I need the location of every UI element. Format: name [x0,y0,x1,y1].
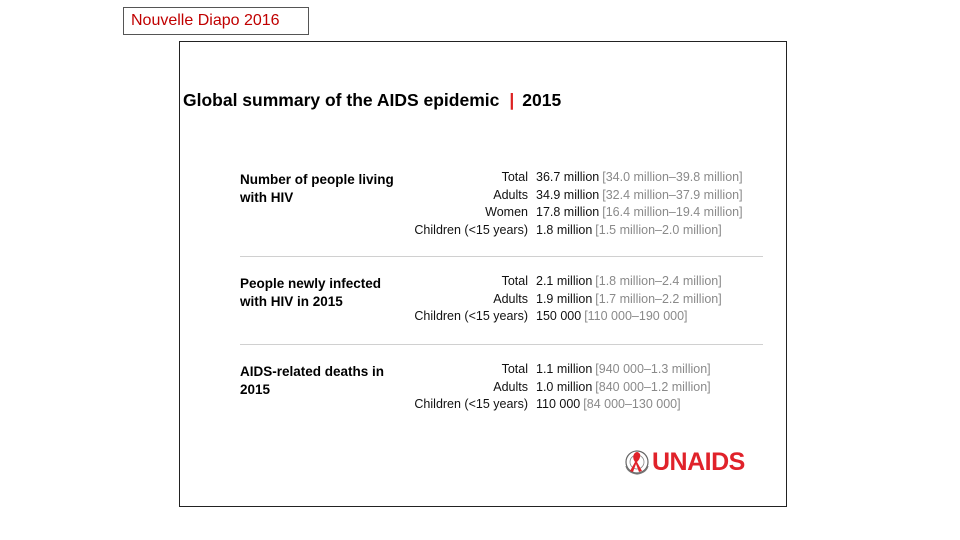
row-range: [840 000–1.2 million] [595,379,711,394]
data-row: Children (<15 years) 110 000 [84 000–130… [400,396,780,414]
slide-tag-label: Nouvelle Diapo 2016 [123,7,309,35]
row-value: 1.1 million [536,362,593,376]
row-label: Children (<15 years) [414,222,528,237]
row-value: 150 000 [536,309,582,323]
row-label: Adults [493,187,528,202]
unaids-logo: UNAIDS [622,445,752,479]
row-range: [1.7 million–2.2 million] [595,291,722,306]
data-row: Adults 34.9 million [32.4 million–37.9 m… [400,187,780,205]
row-value: 110 000 [536,397,581,411]
slide-frame: Global summary of the AIDS epidemic | 2015… [179,41,787,507]
row-range: [34.0 million–39.8 million] [602,170,743,184]
row-label: Adults [493,291,528,306]
row-value: 1.9 million [536,291,593,306]
section-heading: Number of people living with HIV [240,172,394,205]
section-divider [240,256,763,257]
row-value: 36.7 million [536,170,600,184]
section-divider [240,344,763,345]
row-value: 1.8 million [536,222,593,237]
row-range: [940 000–1.3 million] [595,362,711,376]
title-separator: | [509,90,515,110]
row-value: 2.1 million [536,274,593,288]
data-row: Total 1.1 million [940 000–1.3 million] [400,361,780,379]
data-row: Children (<15 years) 150 000 [110 000–19… [400,308,780,326]
slide-title: Global summary of the AIDS epidemic | 2015 [183,90,561,111]
row-range: [32.4 million–37.9 million] [602,187,743,202]
row-label: Children (<15 years) [414,397,528,411]
row-label: Total [501,170,528,184]
data-row: Adults 1.0 million [840 000–1.2 million] [400,379,780,397]
data-row: Children (<15 years) 1.8 million [1.5 mi… [400,222,780,240]
row-range: [110 000–190 000] [584,309,688,323]
data-row: Adults 1.9 million [1.7 million–2.2 mill… [400,291,780,309]
section-rows: Total 2.1 million [1.8 million–2.4 milli… [400,273,780,326]
section-heading: AIDS-related deaths in 2015 [240,364,385,397]
section-heading: People newly infected with HIV in 2015 [240,276,382,309]
row-label: Adults [493,379,528,394]
data-row: Total 36.7 million [34.0 million–39.8 mi… [400,169,780,187]
row-range: [1.8 million–2.4 million] [595,274,722,288]
row-label: Children (<15 years) [414,309,528,323]
logo-wordmark: UNAIDS [652,448,745,476]
row-value: 34.9 million [536,187,600,202]
title-year: 2015 [522,90,562,110]
data-row: Total 2.1 million [1.8 million–2.4 milli… [400,273,780,291]
row-range: [16.4 million–19.4 million] [602,205,743,219]
section-rows: Total 36.7 million [34.0 million–39.8 mi… [400,169,780,239]
row-label: Total [501,362,528,376]
data-row: Women 17.8 million [16.4 million–19.4 mi… [400,204,780,222]
row-value: 17.8 million [536,205,600,219]
title-main: Global summary of the AIDS epidemic [183,90,500,110]
un-emblem-ribbon-icon [625,450,649,475]
row-label: Total [501,274,528,288]
row-range: [84 000–130 000] [583,397,681,411]
section-rows: Total 1.1 million [940 000–1.3 million] … [400,361,780,414]
row-value: 1.0 million [536,379,593,394]
row-range: [1.5 million–2.0 million] [595,222,722,237]
row-label: Women [485,205,528,219]
